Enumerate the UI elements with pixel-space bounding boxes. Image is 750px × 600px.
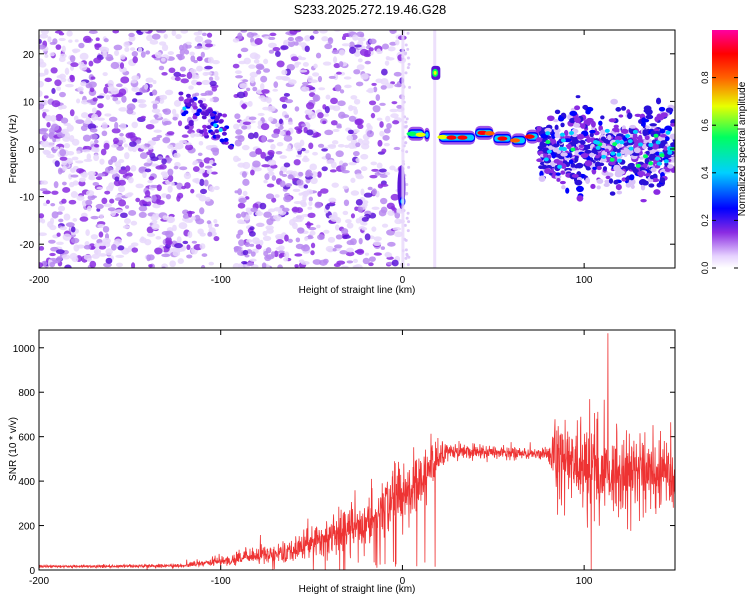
chart-title: S233.2025.272.19.46.G28: [294, 2, 447, 17]
snr-xtick-label: 0: [400, 576, 406, 587]
spectrogram-xtick-label: 100: [576, 275, 593, 286]
colorbar: 0.0 0.2 0.4 0.6 0.8 Normalized spectral ampl…: [700, 30, 748, 274]
spectrogram-xtick-label: -200: [29, 275, 49, 286]
main-line-peak: [457, 135, 468, 140]
spectrogram-ytick-label: 20: [23, 50, 35, 61]
spectrogram-ylabel: Frequency (Hz): [8, 115, 19, 184]
colorbar-label: Normalized spectral amplitude: [737, 81, 748, 216]
main-line-peak: [510, 138, 521, 143]
main-line-peak: [437, 134, 448, 140]
colorbar-ticks: 0.0 0.2 0.4 0.6 0.8: [700, 71, 738, 274]
colorbar-tick-label: 0.6: [700, 119, 710, 132]
main-line-peak: [406, 131, 417, 136]
spectrogram-ytick-label: 10: [23, 97, 35, 108]
snr-series-line: [39, 333, 675, 570]
main-line-peak: [524, 134, 535, 139]
colorbar-tick-label: 0.0: [700, 262, 710, 275]
main-line-peak: [484, 131, 495, 136]
colorbar-tick-label: 0.2: [700, 214, 710, 227]
colorbar-tick-label: 0.8: [700, 71, 710, 84]
spectrogram-layer: [39, 30, 675, 268]
main-line-peak: [415, 132, 426, 137]
snr-ytick-label: 200: [18, 522, 35, 533]
snr-ytick-label: 0: [29, 566, 35, 577]
snr-ytick-label: 800: [18, 388, 35, 399]
snr-background: [39, 330, 675, 570]
colorbar-tick-label: 0.4: [700, 167, 710, 180]
snr-xtick-label: -200: [29, 576, 49, 587]
snr-ylabel: SNR (10 * v/v): [8, 417, 19, 481]
spectrogram-ytick-label: -20: [20, 240, 35, 251]
spectrogram-ytick-label: 0: [28, 145, 34, 156]
main-line-peak: [497, 136, 508, 141]
snr-frame: [38, 329, 676, 571]
snr-ytick-label: 400: [18, 477, 35, 488]
snr-ytick-label: 1000: [13, 344, 36, 355]
spectrogram-frame: [38, 29, 676, 269]
spectrogram-xlabel: Height of straight line (km): [299, 285, 416, 296]
spectrogram-xtick-label: -100: [211, 275, 231, 286]
main-line-peak: [446, 135, 457, 140]
snr-xtick-label: 100: [576, 576, 593, 587]
snr-xtick-label: -100: [211, 576, 231, 587]
spectrogram-ytick-label: -10: [20, 193, 35, 204]
colorbar-gradient: [712, 30, 738, 268]
spectrogram-xtick-label: 0: [400, 275, 406, 286]
snr-ytick-label: 600: [18, 433, 35, 444]
snr-xlabel: Height of straight line (km): [299, 584, 416, 595]
